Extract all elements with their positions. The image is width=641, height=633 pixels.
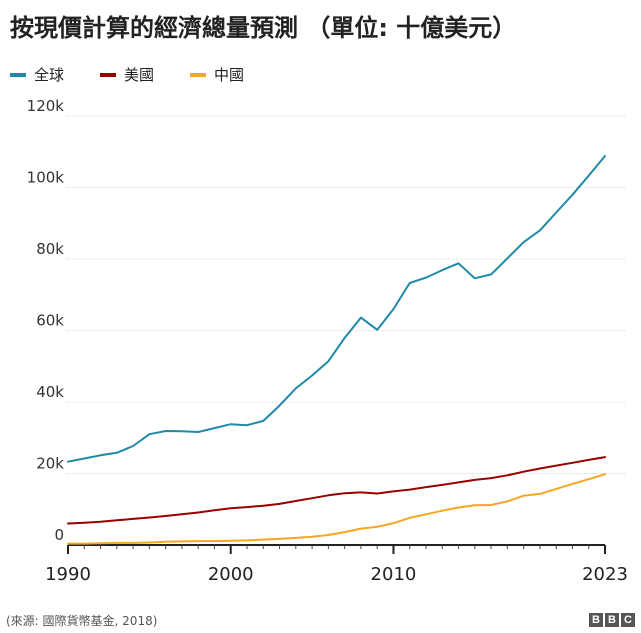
- series-line-world: [67, 155, 606, 463]
- series-line-usa: [67, 456, 606, 525]
- legend-swatch-usa: [100, 72, 117, 77]
- legend-swatch-china: [190, 72, 207, 77]
- x-tick-label: 2023: [582, 564, 628, 585]
- x-tick-label: 2000: [208, 564, 254, 585]
- bbc-logo-letter-2: B: [605, 613, 619, 627]
- y-tick-label: 80k: [36, 240, 64, 258]
- series-line-china: [67, 473, 606, 545]
- legend-item-world: 全球: [10, 64, 64, 85]
- x-tick-label: 1990: [45, 564, 91, 585]
- source-note: (來源: 國際貨幣基金, 2018): [6, 614, 158, 628]
- legend-label-world: 全球: [34, 66, 65, 84]
- legend-label-usa: 美國: [124, 66, 155, 84]
- y-tick-label: 120k: [27, 97, 65, 115]
- line-chart: 0 20k 40k 60k 80k 100k 120k 1990 2000 2010 2023: [27, 97, 628, 585]
- chart-legend: 全球 美國 中國: [10, 64, 280, 85]
- bbc-logo-letter-1: B: [589, 613, 603, 627]
- legend-item-china: 中國: [190, 64, 244, 85]
- y-tick-label: 0: [54, 526, 64, 544]
- bbc-logo: B B C: [589, 613, 635, 627]
- legend-label-china: 中國: [214, 66, 245, 84]
- y-tick-label: 40k: [36, 383, 64, 401]
- bbc-logo-letter-3: C: [621, 613, 635, 627]
- y-tick-label: 100k: [27, 169, 65, 187]
- legend-item-usa: 美國: [100, 64, 154, 85]
- legend-swatch-world: [10, 72, 26, 77]
- y-tick-label: 60k: [36, 312, 64, 330]
- y-tick-label: 20k: [36, 455, 64, 473]
- x-tick-label: 2010: [371, 564, 417, 585]
- chart-title: 按現價計算的經濟總量預測 （單位: 十億美元）: [10, 14, 517, 42]
